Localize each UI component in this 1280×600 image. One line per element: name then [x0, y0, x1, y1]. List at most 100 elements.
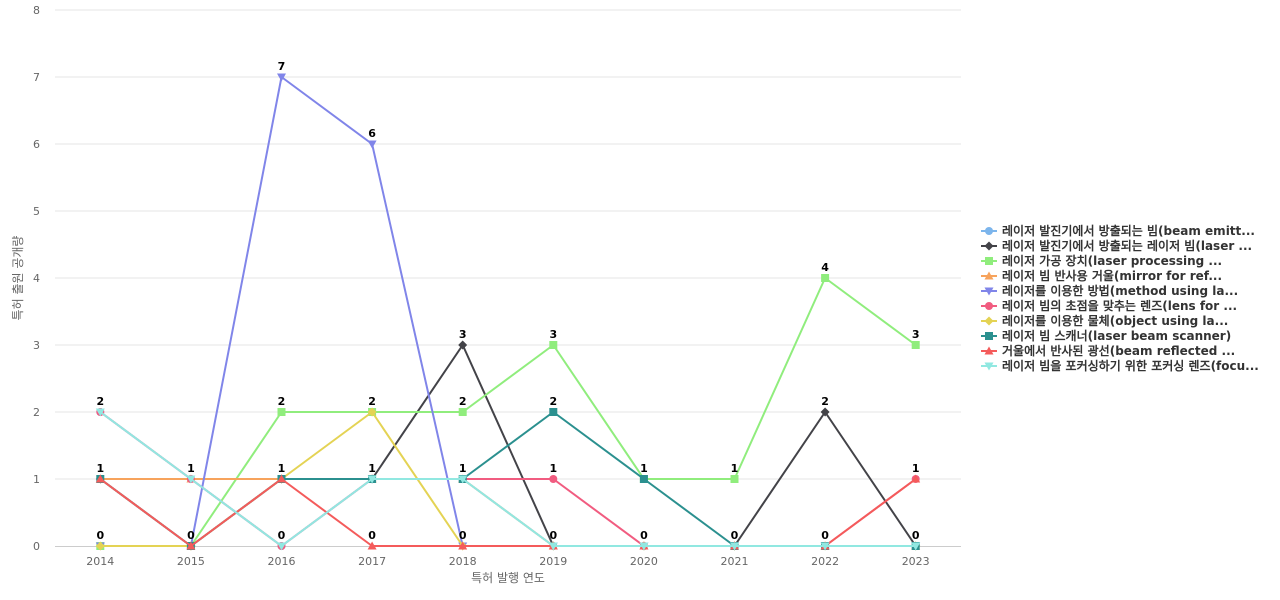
legend-label-9: 거울에서 반사된 광선(beam reflected ...	[1002, 343, 1235, 358]
data-label-2016-1: 1	[278, 462, 286, 475]
legend-item-8[interactable]: 레이저 빔 스캐너(laser beam scanner)	[981, 328, 1231, 343]
x-tick-label-2014: 2014	[86, 555, 114, 568]
data-label-2016-0: 0	[278, 529, 286, 542]
series-2-point-2018	[458, 340, 468, 350]
data-label-2022-0: 0	[821, 529, 829, 542]
series-10-point-2015	[186, 475, 196, 484]
series-9-point-2017	[367, 541, 377, 550]
data-label-2018-2: 2	[459, 395, 467, 408]
legend-marker-5	[984, 287, 994, 296]
series-3-point-2023	[911, 341, 920, 349]
legend-label-10: 레이저 빔을 포커싱하기 위한 포커싱 렌즈(focu...	[1002, 358, 1259, 373]
legend-item-10[interactable]: 레이저 빔을 포커싱하기 위한 포커싱 렌즈(focu...	[981, 358, 1259, 373]
y-tick-label-7: 7	[33, 71, 40, 84]
data-label-2023-1: 1	[912, 462, 920, 475]
x-tick-label-2015: 2015	[177, 555, 205, 568]
data-label-2016-7: 7	[278, 60, 286, 73]
series-10-point-2020	[639, 542, 649, 551]
data-label-2020-1: 1	[640, 462, 648, 475]
legend-item-5[interactable]: 레이저를 이용한 방법(method using la...	[981, 283, 1238, 298]
legend-marker-8	[985, 332, 993, 340]
series-10	[95, 408, 921, 551]
legend-label-7: 레이저를 이용한 물체(object using la...	[1002, 313, 1228, 328]
x-tick-label-2020: 2020	[630, 555, 658, 568]
y-tick-label-4: 4	[33, 272, 40, 285]
legend-marker-3	[985, 257, 993, 265]
legend-item-3[interactable]: 레이저 가공 장치(laser processing ...	[981, 253, 1222, 268]
legend-item-6[interactable]: 레이저 빔의 초점을 맞추는 렌즈(lens for ...	[981, 298, 1237, 313]
x-tick-label-2018: 2018	[449, 555, 477, 568]
data-label-2015-0: 0	[187, 529, 195, 542]
data-label-2017-0: 0	[368, 529, 376, 542]
data-label-2021-0: 0	[731, 529, 739, 542]
legend-item-4[interactable]: 레이저 빔 반사용 거울(mirror for ref...	[981, 268, 1222, 283]
legend-label-5: 레이저를 이용한 방법(method using la...	[1002, 283, 1238, 298]
x-tick-label-2017: 2017	[358, 555, 386, 568]
legend: 레이저 발진기에서 방출되는 빔(beam emitt...레이저 발진기에서 …	[981, 223, 1259, 373]
legend-marker-2	[984, 241, 994, 251]
legend-marker-4	[984, 271, 994, 280]
data-label-2022-4: 4	[821, 261, 829, 274]
series-9-point-2014	[95, 474, 105, 483]
data-label-2020-0: 0	[640, 529, 648, 542]
data-label-2017-6: 6	[368, 127, 376, 140]
y-tick-label-5: 5	[33, 205, 40, 218]
series-10-point-2018	[458, 475, 468, 484]
legend-item-7[interactable]: 레이저를 이용한 물체(object using la...	[981, 313, 1228, 328]
series-8-point-2019	[549, 408, 558, 416]
legend-marker-10	[984, 362, 994, 371]
legend-label-2: 레이저 발진기에서 방출되는 레이저 빔(laser ...	[1002, 238, 1252, 253]
data-label-2016-2: 2	[278, 395, 286, 408]
series-10-point-2019	[548, 542, 558, 551]
series-10-point-2022	[820, 542, 830, 551]
series-line-10	[99, 411, 916, 547]
data-label-2019-1: 1	[549, 462, 557, 475]
series-6-point-2019	[549, 475, 558, 483]
series-5-point-2016	[277, 73, 286, 82]
x-tick-label-2022: 2022	[811, 555, 839, 568]
legend-label-4: 레이저 빔 반사용 거울(mirror for ref...	[1002, 268, 1222, 283]
data-label-2018-0: 0	[459, 529, 467, 542]
legend-item-2[interactable]: 레이저 발진기에서 방출되는 레이저 빔(laser ...	[981, 238, 1252, 253]
legend-item-1[interactable]: 레이저 발진기에서 방출되는 빔(beam emitt...	[981, 223, 1255, 238]
data-label-2019-3: 3	[549, 328, 557, 341]
series-7-point-2017	[367, 407, 377, 417]
y-tick-label-0: 0	[33, 540, 40, 553]
series-9-point-2016	[277, 474, 286, 483]
data-label-2014-2: 2	[96, 395, 104, 408]
series-3-point-2016	[277, 408, 286, 416]
y-tick-label-6: 6	[33, 138, 40, 151]
y-tick-label-2: 2	[33, 406, 40, 419]
legend-marker-7	[984, 316, 994, 326]
data-label-2021-1: 1	[731, 462, 739, 475]
series-3-point-2019	[549, 341, 558, 349]
series-9-point-2015	[186, 541, 196, 550]
data-label-2023-3: 3	[912, 328, 920, 341]
series-3-point-2021	[730, 475, 739, 483]
data-label-2015-1: 1	[187, 462, 195, 475]
data-label-2023-0: 0	[912, 529, 920, 542]
x-tick-label-2023: 2023	[902, 555, 930, 568]
series-10-point-2017	[367, 475, 377, 484]
x-axis-title: 특허 발행 연도	[471, 570, 545, 585]
series-7-point-2014	[95, 541, 105, 551]
series-10-point-2014	[95, 408, 105, 417]
legend-marker-9	[984, 346, 994, 355]
data-label-2019-2: 2	[549, 395, 557, 408]
x-axis-ticks: 2014 2015 2016 2017 2018 2019 2020 2021 2022 2023	[86, 555, 929, 568]
legend-item-9[interactable]: 거울에서 반사된 광선(beam reflected ...	[981, 343, 1235, 358]
data-label-2017-2: 2	[368, 395, 376, 408]
y-tick-label-1: 1	[33, 473, 40, 486]
data-label-2017-1: 1	[368, 462, 376, 475]
y-axis-title: 특허 출원 공개량	[11, 236, 25, 321]
grid-lines	[55, 9, 961, 480]
data-label-2019-0: 0	[549, 529, 557, 542]
legend-marker-1	[985, 227, 993, 235]
data-label-2022-2: 2	[821, 395, 829, 408]
data-label-2014-0: 0	[96, 529, 104, 542]
legend-label-6: 레이저 빔의 초점을 맞추는 렌즈(lens for ...	[1002, 298, 1237, 313]
legend-label-3: 레이저 가공 장치(laser processing ...	[1002, 253, 1222, 268]
